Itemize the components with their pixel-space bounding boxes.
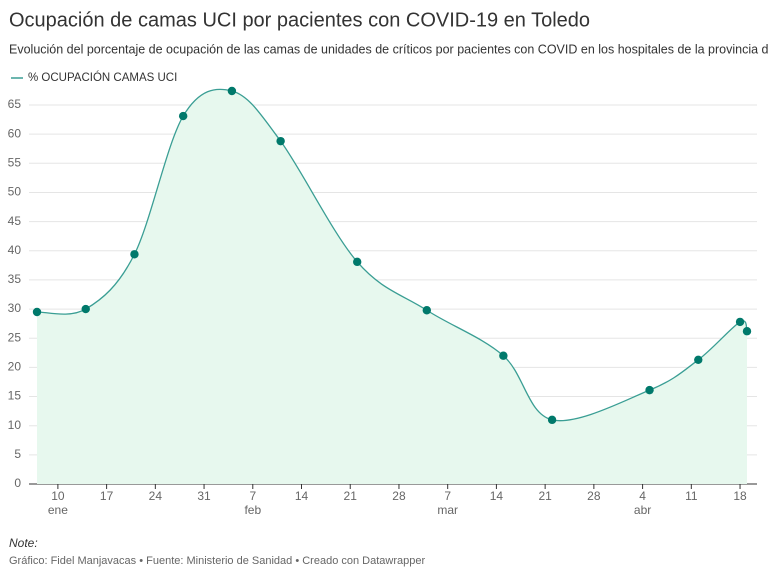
x-tick-label: 28: [392, 489, 406, 503]
legend: % OCUPACIÓN CAMAS UCI: [11, 71, 177, 84]
x-month-label: feb: [244, 503, 261, 517]
y-tick-label: 20: [8, 360, 22, 374]
y-tick-label: 40: [8, 243, 22, 257]
point: [645, 385, 654, 395]
point: [742, 327, 752, 336]
note-label: Note:: [9, 536, 38, 550]
y-tick-label: 60: [8, 126, 22, 140]
source: Gráfico: Fidel Manjavacas • Fuente: Mini…: [9, 555, 425, 567]
point: [227, 86, 237, 96]
x-tick-label: 10: [51, 489, 65, 503]
plot: [32, 86, 752, 485]
x-tick-label: 14: [295, 489, 309, 503]
x-tick-label: 17: [100, 489, 114, 503]
y-tick-label: 45: [8, 214, 22, 228]
chart-subtitle: Evolución del porcentaje de ocupación de…: [9, 42, 768, 56]
x-month-label: ene: [48, 503, 68, 517]
point: [81, 304, 90, 314]
x-tick-label: 7: [249, 489, 256, 503]
y-tick-label: 30: [8, 301, 22, 315]
y-tick-label: 0: [14, 476, 21, 490]
chart-title: Ocupación de camas UCI por pacientes con…: [9, 9, 590, 31]
x-tick-label: 18: [733, 489, 747, 503]
y-tick-label: 65: [8, 97, 22, 111]
x-tick-label: 4: [639, 489, 646, 503]
point: [735, 317, 745, 327]
point: [694, 355, 703, 365]
y-tick-label: 5: [14, 447, 21, 461]
point: [499, 351, 508, 360]
legend-label: % OCUPACIÓN CAMAS UCI: [28, 71, 177, 84]
y-tick-label: 35: [8, 272, 22, 286]
y-tick-label: 25: [8, 330, 22, 344]
x-tick-label: 11: [685, 489, 698, 503]
point: [178, 111, 188, 121]
x-tick-label: 24: [149, 489, 163, 503]
y-tick-label: 10: [8, 418, 22, 432]
x-tick-label: 31: [197, 489, 211, 503]
x-month-label: abr: [634, 503, 651, 517]
y-tick-label: 50: [8, 185, 22, 199]
point: [547, 415, 557, 425]
x-tick-label: 21: [538, 489, 552, 503]
x-tick-label: 7: [444, 489, 451, 503]
point: [130, 250, 139, 259]
point: [32, 307, 42, 317]
line: [36, 88, 748, 422]
x-tick-label: 14: [490, 489, 504, 503]
point: [422, 306, 432, 315]
y-tick-label: 55: [8, 155, 22, 169]
point: [276, 136, 285, 146]
x-month-label: mar: [437, 503, 458, 517]
x-tick-label: 28: [587, 489, 601, 503]
y-tick-label: 15: [8, 389, 22, 403]
point: [352, 257, 362, 267]
area: [37, 89, 747, 485]
x-tick-label: 21: [344, 489, 358, 503]
